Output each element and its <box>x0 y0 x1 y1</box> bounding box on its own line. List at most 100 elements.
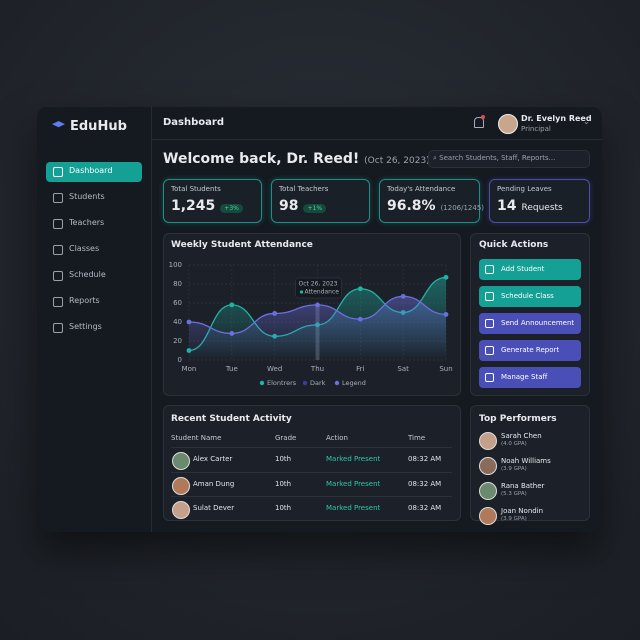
value: 98 <box>279 198 299 214</box>
welcome: Welcome back, Dr. Reed! (Oct 26, 2023) <box>163 151 430 167</box>
nav-item[interactable]: Dashboard <box>69 166 113 175</box>
y-tick-label: 0 <box>178 356 182 364</box>
search-placeholder: ⌕ Search Students, Staff, Reports... <box>433 154 556 162</box>
nav-icon <box>53 219 63 229</box>
performer-avatar <box>479 457 497 475</box>
nav-item[interactable]: Schedule <box>69 270 106 279</box>
brand: EduHub <box>70 119 127 134</box>
nav-item[interactable]: Classes <box>69 244 100 253</box>
stat-card <box>379 179 480 223</box>
cell: 08:32 AM <box>408 504 442 512</box>
nav-item[interactable]: Teachers <box>69 218 105 227</box>
stat-value: 96.8% (1206/1245) <box>387 198 484 214</box>
column-header: Action <box>326 434 348 442</box>
performer-gpa: (3.9 GPA) <box>501 516 527 522</box>
y-tick-label: 20 <box>173 337 182 345</box>
button-label[interactable]: Send Announcement <box>501 319 575 327</box>
value: 1,245 <box>171 198 216 214</box>
button-label[interactable]: Generate Report <box>501 346 560 354</box>
point <box>315 302 320 308</box>
activity-title: Recent Student Activity <box>171 414 292 424</box>
column-header: Grade <box>275 434 297 442</box>
performer-avatar <box>479 482 497 500</box>
x-tick-label: Fri <box>356 365 364 373</box>
badge: +3% <box>220 204 243 213</box>
legend-label: Elontrers <box>267 379 297 387</box>
student-avatar <box>172 501 190 519</box>
performers-title: Top Performers <box>479 414 557 424</box>
nav-item[interactable]: Settings <box>69 322 102 331</box>
y-tick-label: 60 <box>173 299 182 307</box>
performer-avatar <box>479 432 497 450</box>
avatar[interactable] <box>498 114 518 134</box>
performer-name: Joan Nondin <box>501 507 544 515</box>
student-avatar <box>172 452 190 470</box>
x-tick-label: Sun <box>439 365 452 373</box>
tooltip-label: Attendance <box>305 289 340 296</box>
button-label[interactable]: Add Student <box>501 265 545 273</box>
stat-label: Today's Attendance <box>387 185 456 193</box>
column-header: Student Name <box>171 434 222 442</box>
nav-icon <box>53 323 63 333</box>
button-icon <box>485 346 494 355</box>
action-button[interactable] <box>479 367 581 388</box>
stat-label: Total Students <box>171 185 221 193</box>
value: 96.8% <box>387 198 436 214</box>
button-icon <box>485 319 494 328</box>
user-role: Principal <box>521 125 551 133</box>
nav-icon <box>53 297 63 307</box>
stat-value: 98 +1% <box>279 198 327 214</box>
nav-item[interactable]: Students <box>69 192 105 201</box>
point <box>357 316 363 322</box>
action-button[interactable] <box>479 313 581 334</box>
cell: 10th <box>275 504 292 512</box>
cell: Marked Present <box>326 504 381 512</box>
search-box[interactable] <box>428 150 590 168</box>
row-divider <box>171 447 452 448</box>
x-tick-label: Sat <box>397 365 409 373</box>
legend-dot <box>259 380 265 386</box>
value: 14 <box>497 198 517 214</box>
button-label[interactable]: Schedule Class <box>501 292 554 300</box>
cell: Aman Dung <box>193 479 235 488</box>
action-button[interactable] <box>479 286 581 307</box>
stat-label: Pending Leaves <box>497 185 552 193</box>
performer-gpa: (4.0 GPA) <box>501 441 527 447</box>
cell: 08:32 AM <box>408 479 442 488</box>
tooltip-dot <box>299 290 304 294</box>
nav-active[interactable] <box>46 162 142 182</box>
point <box>400 293 406 299</box>
button-label[interactable]: Manage Staff <box>501 373 548 381</box>
legend-label: Legend <box>342 379 366 387</box>
x-tick-label: Tue <box>225 365 238 373</box>
sidebar-divider <box>151 107 152 532</box>
x-tick-label: Mon <box>182 365 197 373</box>
stat-label: Total Teachers <box>279 185 329 193</box>
cell: Sulat Dever <box>193 504 235 512</box>
legend-dot <box>302 380 308 386</box>
stat-value: 14 Requests <box>497 198 563 214</box>
chevron[interactable]: ⌄ <box>583 117 590 126</box>
performer-gpa: (5.3 GPA) <box>501 491 527 497</box>
performer-name: Sarah Chen <box>501 432 542 440</box>
nav-item[interactable]: Reports <box>69 296 100 305</box>
cell: Marked Present <box>326 479 381 488</box>
area <box>189 296 446 360</box>
y-tick-label: 100 <box>169 261 182 269</box>
performer-name: Rana Bather <box>501 482 545 490</box>
performer-gpa: (3.9 GPA) <box>501 466 527 472</box>
cell: 10th <box>275 479 292 488</box>
point <box>357 286 363 292</box>
stat-card <box>163 179 262 223</box>
action-button[interactable] <box>479 259 581 280</box>
bell-icon[interactable] <box>474 117 484 128</box>
row-divider <box>171 471 452 473</box>
x-tick-label: Thu <box>310 365 324 373</box>
row-divider <box>171 496 452 497</box>
search-text: Search Students, Staff, Reports... <box>439 154 556 162</box>
action-button[interactable] <box>479 340 581 361</box>
point <box>443 274 449 280</box>
page-title: Dashboard <box>163 117 224 128</box>
legend-label: Dark <box>310 379 326 387</box>
